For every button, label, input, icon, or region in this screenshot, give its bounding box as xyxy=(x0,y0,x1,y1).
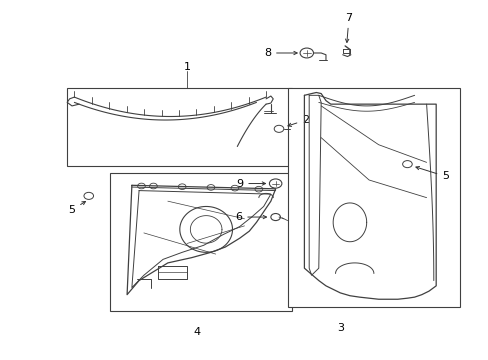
Bar xyxy=(67,88,292,166)
Text: 8: 8 xyxy=(264,48,297,58)
Text: 5: 5 xyxy=(68,202,85,215)
Text: 2: 2 xyxy=(287,115,309,126)
Bar xyxy=(287,88,459,307)
Text: 6: 6 xyxy=(235,212,266,222)
Text: 9: 9 xyxy=(236,179,265,189)
Text: 7: 7 xyxy=(345,13,352,42)
Text: 4: 4 xyxy=(193,327,200,337)
Text: 3: 3 xyxy=(336,323,343,333)
Bar xyxy=(110,173,292,311)
Text: 1: 1 xyxy=(183,62,190,72)
Text: 5: 5 xyxy=(415,166,448,181)
